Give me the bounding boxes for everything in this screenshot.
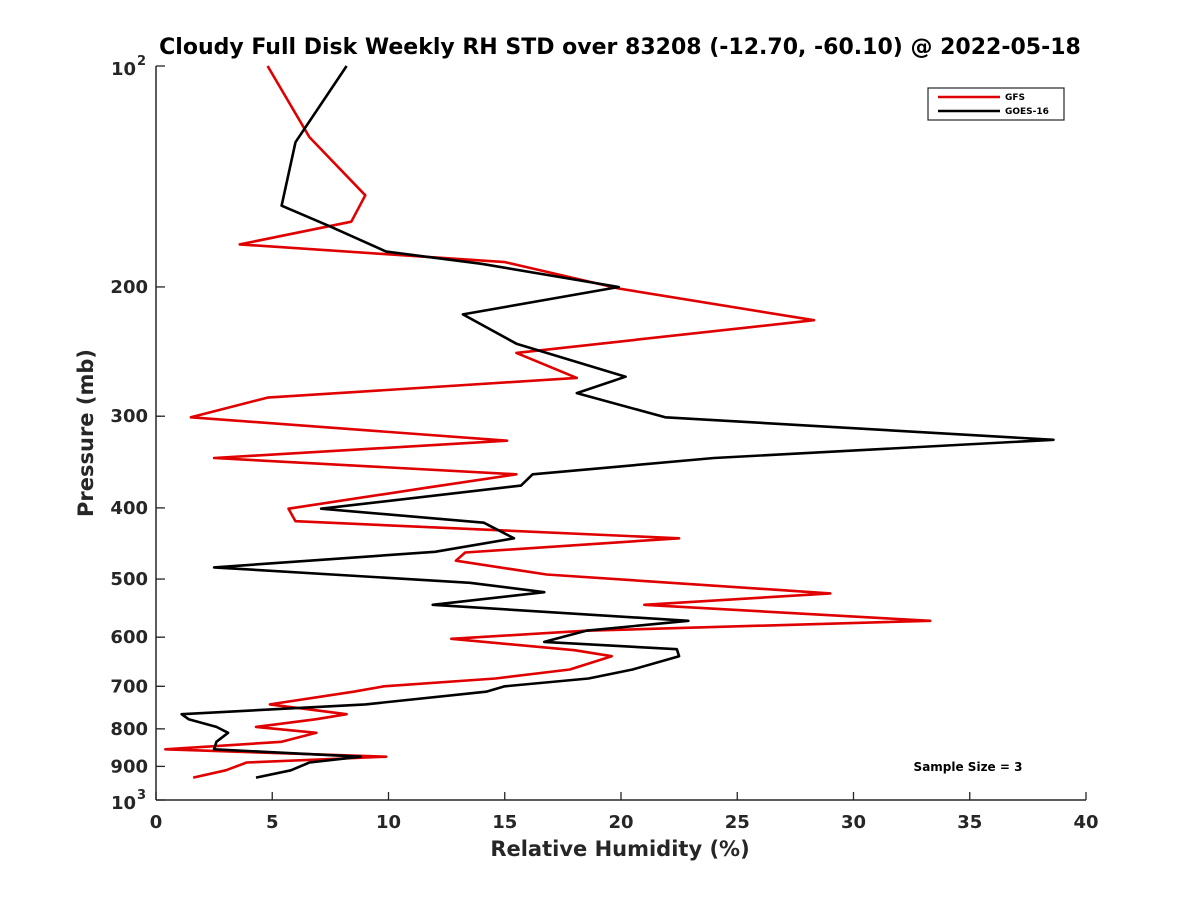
x-tick-label: 10 bbox=[376, 812, 401, 833]
x-tick-label: 30 bbox=[841, 812, 866, 833]
y-tick-label: 700 bbox=[110, 676, 148, 697]
series-line-gfs bbox=[164, 65, 932, 779]
y-axis-label: Pressure (mb) bbox=[74, 349, 98, 517]
x-tick-label: 25 bbox=[725, 812, 750, 833]
x-tick-label: 35 bbox=[957, 812, 982, 833]
y-tick-label: 600 bbox=[110, 627, 148, 648]
legend-label-gfs: GFS bbox=[1005, 93, 1025, 103]
y-tick-label: 10 bbox=[111, 59, 136, 80]
series-line-goes16 bbox=[180, 65, 1055, 779]
legend: GFS GOES-16 bbox=[927, 87, 1065, 121]
y-tick-label: 200 bbox=[110, 277, 148, 298]
x-tick-label: 0 bbox=[150, 812, 163, 833]
y-tick-exponent: 2 bbox=[137, 54, 146, 69]
x-tick-label: 40 bbox=[1073, 812, 1098, 833]
y-tick-exponent: 3 bbox=[137, 788, 146, 803]
y-tick-label: 400 bbox=[110, 498, 148, 519]
series-layer bbox=[164, 65, 1055, 779]
chart-title: Cloudy Full Disk Weekly RH STD over 8320… bbox=[159, 35, 1081, 60]
x-axis-label: Relative Humidity (%) bbox=[490, 837, 749, 861]
sample-size-annotation: Sample Size = 3 bbox=[914, 760, 1023, 774]
y-tick-label: 500 bbox=[110, 569, 148, 590]
x-tick-label: 20 bbox=[608, 812, 633, 833]
y-tick-label: 300 bbox=[110, 406, 148, 427]
x-tick-label: 15 bbox=[492, 812, 517, 833]
legend-box bbox=[927, 87, 1065, 121]
legend-label-goes16: GOES-16 bbox=[1005, 107, 1049, 117]
y-tick-label: 800 bbox=[110, 719, 148, 740]
x-tick-label: 5 bbox=[266, 812, 279, 833]
y-tick-label: 10 bbox=[111, 793, 136, 814]
y-tick-label: 900 bbox=[110, 756, 148, 777]
